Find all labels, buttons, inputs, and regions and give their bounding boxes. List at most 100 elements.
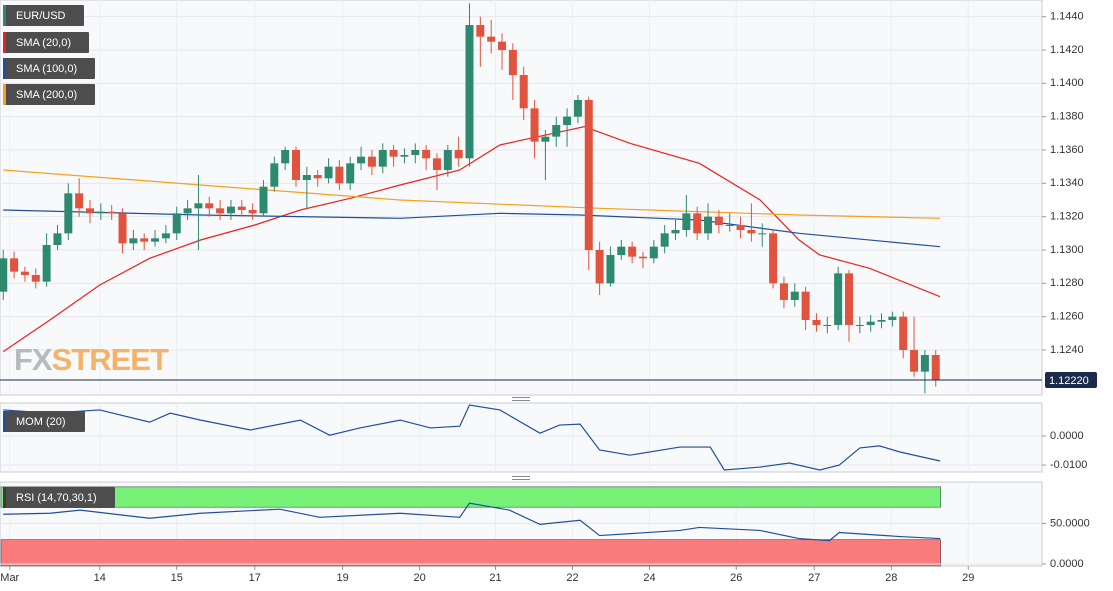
candle-body bbox=[432, 158, 441, 170]
candle-body bbox=[118, 213, 127, 244]
candle-body bbox=[302, 175, 311, 180]
watermark-fx: FX bbox=[14, 342, 53, 377]
legend-label: EUR/USD bbox=[16, 10, 66, 22]
candle-body bbox=[855, 325, 864, 326]
candle-body bbox=[530, 108, 539, 142]
x-tick-label: Mar bbox=[0, 572, 19, 584]
divider-handle[interactable] bbox=[512, 476, 530, 480]
candle-body bbox=[606, 255, 615, 284]
y-tick-label: 1.1320 bbox=[1050, 211, 1084, 223]
candle-body bbox=[866, 321, 875, 325]
candle-body bbox=[573, 100, 582, 117]
main-panel bbox=[0, 0, 1043, 396]
candle-body bbox=[64, 193, 73, 234]
candle-body bbox=[248, 210, 257, 214]
x-tick-label: 14 bbox=[94, 572, 106, 584]
candle-body bbox=[476, 25, 485, 37]
candle-body bbox=[346, 163, 355, 184]
candle-body bbox=[10, 258, 19, 272]
candle-body bbox=[0, 258, 8, 292]
candle-body bbox=[834, 273, 843, 325]
candle-body bbox=[31, 275, 40, 282]
x-tick-label: 29 bbox=[962, 572, 974, 584]
candle-body bbox=[237, 206, 246, 210]
candle-body bbox=[736, 225, 745, 230]
candle-body bbox=[671, 230, 680, 234]
candle-body bbox=[899, 316, 908, 350]
candle-body bbox=[617, 246, 626, 255]
candle-body bbox=[85, 208, 94, 214]
sma-line bbox=[3, 169, 941, 219]
legend-box bbox=[3, 84, 95, 105]
candle-body bbox=[704, 216, 713, 234]
candle-body bbox=[226, 206, 235, 214]
legend-label: SMA (20,0) bbox=[16, 37, 71, 49]
y-tick-label: 1.1340 bbox=[1050, 177, 1084, 189]
candle-body bbox=[357, 156, 366, 164]
candle-body bbox=[790, 291, 799, 300]
candle-body bbox=[443, 150, 452, 170]
candle-body bbox=[693, 213, 702, 234]
x-tick-label: 22 bbox=[566, 572, 578, 584]
y-tick-label: -0.0100 bbox=[1050, 459, 1087, 471]
legend-box bbox=[3, 32, 89, 53]
candle-body bbox=[96, 211, 105, 214]
candle-body bbox=[465, 25, 474, 159]
candle-body bbox=[649, 246, 658, 259]
candle-body bbox=[411, 150, 420, 155]
candle-body bbox=[259, 186, 268, 214]
mom-panel bbox=[0, 402, 1043, 473]
legend-swatch bbox=[3, 411, 6, 432]
candle-body bbox=[628, 246, 637, 257]
sma-line bbox=[2, 126, 941, 353]
candle-body bbox=[140, 238, 149, 242]
x-tick-label: 28 bbox=[885, 572, 897, 584]
candle-body bbox=[769, 233, 778, 284]
candle-body bbox=[910, 350, 919, 372]
candle-body bbox=[660, 233, 669, 247]
candle-body bbox=[920, 355, 929, 372]
last-price-box bbox=[1045, 372, 1097, 388]
candle-body bbox=[183, 208, 192, 214]
x-tick-label: 19 bbox=[337, 572, 349, 584]
candle-body bbox=[552, 125, 561, 137]
candle-body bbox=[270, 163, 279, 187]
overbought-band bbox=[0, 486, 941, 508]
legend-box bbox=[3, 58, 95, 79]
candle-body bbox=[595, 250, 604, 284]
candle-body bbox=[888, 316, 897, 320]
candle-body bbox=[779, 283, 788, 300]
sma-line bbox=[3, 209, 941, 248]
legend-swatch bbox=[3, 58, 6, 79]
candle-body bbox=[75, 193, 84, 209]
indicator-line bbox=[3, 502, 941, 542]
candle-body bbox=[194, 203, 203, 209]
watermark-street: STREET bbox=[52, 342, 169, 377]
legend-swatch bbox=[3, 487, 6, 508]
y-tick-label: 1.1420 bbox=[1050, 44, 1084, 56]
candle-body bbox=[389, 150, 398, 157]
candle-body bbox=[541, 136, 550, 142]
y-tick-label: 50.0000 bbox=[1050, 517, 1090, 529]
candle-body bbox=[172, 213, 181, 234]
candle-body bbox=[20, 271, 29, 275]
last-price-label: 1.12220 bbox=[1049, 375, 1089, 387]
candle-body bbox=[508, 50, 517, 75]
legend-label: SMA (200,0) bbox=[16, 89, 77, 101]
legend-label: SMA (100,0) bbox=[16, 63, 77, 75]
candle-body bbox=[714, 216, 723, 225]
candle-body bbox=[367, 156, 376, 167]
candle-body bbox=[801, 291, 810, 320]
y-tick-label: 1.1360 bbox=[1050, 144, 1084, 156]
divider-handle[interactable] bbox=[512, 397, 530, 401]
candle-body bbox=[584, 100, 593, 250]
candle-body bbox=[812, 320, 821, 325]
y-tick-label: 1.1380 bbox=[1050, 111, 1084, 123]
candle-body bbox=[400, 155, 409, 157]
candle-body bbox=[161, 233, 170, 239]
candle-body bbox=[498, 41, 507, 50]
y-tick-label: 1.1300 bbox=[1050, 244, 1084, 256]
candle-body bbox=[563, 116, 572, 125]
candle-body bbox=[877, 320, 886, 322]
